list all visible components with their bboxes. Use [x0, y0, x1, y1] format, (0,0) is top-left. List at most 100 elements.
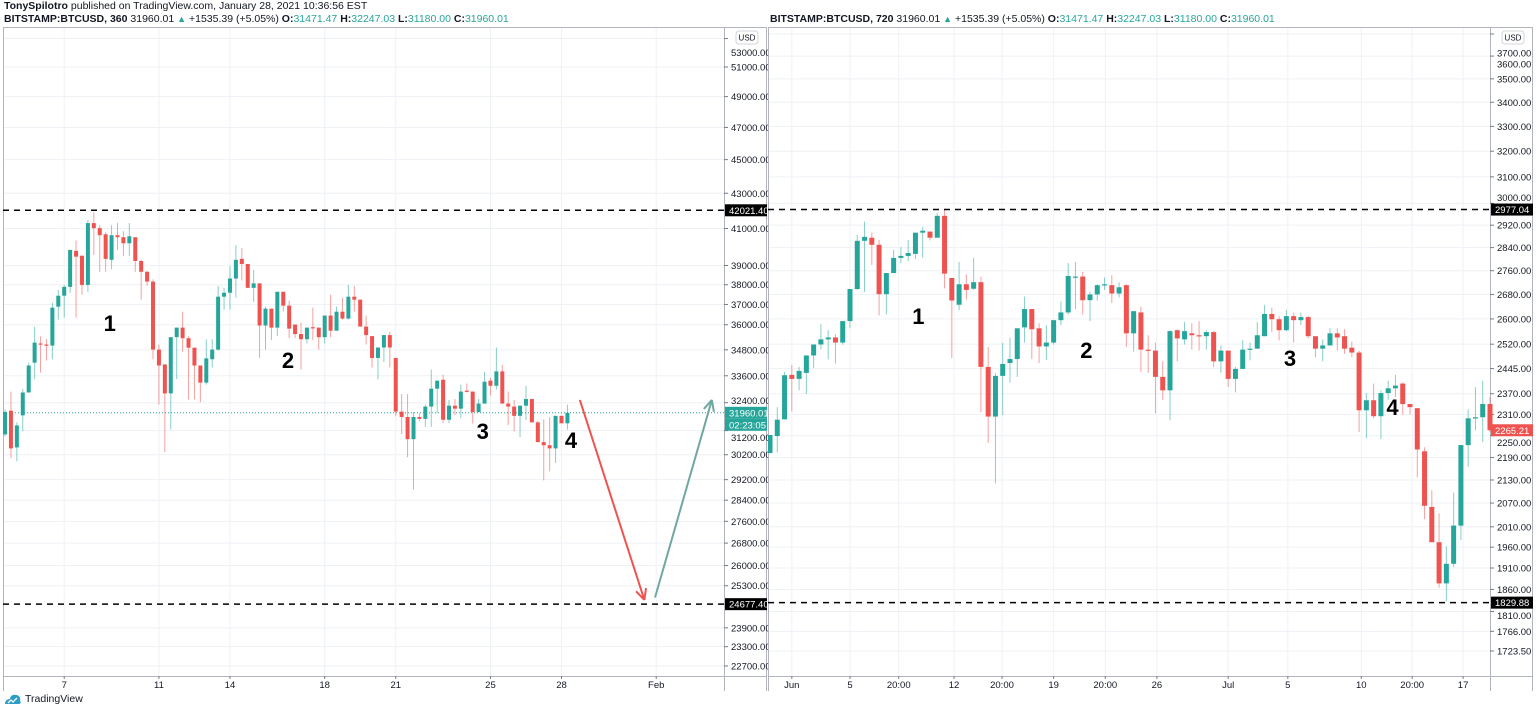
wave-annotation-label[interactable]: 2	[282, 348, 294, 373]
candle[interactable]	[927, 231, 933, 241]
candle[interactable]	[506, 391, 511, 425]
candle[interactable]	[768, 434, 773, 454]
candle[interactable]	[912, 232, 918, 260]
candle[interactable]	[1167, 330, 1173, 421]
candle[interactable]	[180, 311, 185, 352]
candle[interactable]	[876, 239, 882, 316]
candle[interactable]	[145, 270, 150, 286]
candle[interactable]	[541, 419, 546, 481]
candle[interactable]	[1225, 350, 1231, 387]
left-candlestick-chart[interactable]: 53000.00 51000.00 49000.00 47000.00 45000.00…	[0, 27, 768, 691]
candle[interactable]	[198, 365, 203, 403]
candle[interactable]	[162, 364, 167, 453]
candle[interactable]	[275, 291, 280, 337]
candle[interactable]	[44, 339, 49, 361]
candle[interactable]	[346, 284, 351, 320]
candle[interactable]	[1080, 271, 1086, 315]
candle[interactable]	[512, 399, 517, 432]
candle[interactable]	[832, 334, 838, 364]
candle[interactable]	[233, 245, 238, 298]
candle[interactable]	[1342, 329, 1348, 354]
candle[interactable]	[1407, 404, 1413, 415]
wave-annotation-label[interactable]: 2	[1080, 338, 1092, 363]
candle[interactable]	[210, 339, 215, 368]
candle[interactable]	[559, 415, 564, 424]
wave-annotation-label[interactable]: 1	[104, 311, 116, 336]
candle[interactable]	[862, 221, 868, 293]
candle[interactable]	[239, 248, 244, 281]
candle[interactable]	[898, 247, 904, 264]
candle[interactable]	[1007, 337, 1013, 383]
candle[interactable]	[942, 209, 948, 289]
symbol-label[interactable]: BITSTAMP:BTCUSD, 720	[770, 13, 894, 25]
candle[interactable]	[222, 287, 227, 310]
candle[interactable]	[156, 344, 161, 405]
candle[interactable]	[393, 357, 398, 417]
candle[interactable]	[192, 347, 197, 400]
candle[interactable]	[310, 307, 315, 341]
candle[interactable]	[281, 291, 286, 312]
candle[interactable]	[1371, 383, 1377, 419]
left-chart-panel[interactable]: 53000.00 51000.00 49000.00 47000.00 45000.00…	[0, 27, 768, 691]
candle[interactable]	[370, 336, 375, 368]
candle[interactable]	[1378, 390, 1384, 439]
candle[interactable]	[1240, 340, 1246, 369]
candle[interactable]	[1145, 335, 1151, 373]
candle[interactable]	[1269, 307, 1275, 333]
candle[interactable]	[287, 300, 292, 339]
candle[interactable]	[1218, 345, 1224, 373]
candle[interactable]	[316, 327, 321, 350]
candle[interactable]	[405, 394, 410, 458]
candle[interactable]	[1334, 328, 1340, 351]
candle[interactable]	[435, 380, 440, 414]
candle[interactable]	[269, 308, 274, 341]
candle[interactable]	[1254, 322, 1260, 349]
candle[interactable]	[186, 336, 191, 400]
candle[interactable]	[1480, 380, 1486, 443]
candle[interactable]	[458, 384, 463, 419]
candle[interactable]	[139, 259, 144, 300]
candle[interactable]	[115, 223, 120, 250]
currency-badge-bg[interactable]	[1501, 30, 1525, 45]
price-axis[interactable]: 53000.00 51000.00 49000.00 47000.00 45000.00…	[724, 38, 768, 673]
candle[interactable]	[535, 421, 540, 443]
candle[interactable]	[1232, 366, 1238, 393]
candle[interactable]	[1487, 397, 1493, 433]
candle[interactable]	[985, 347, 991, 443]
candle[interactable]	[1443, 546, 1449, 602]
candle[interactable]	[847, 289, 853, 329]
candle[interactable]	[174, 327, 179, 380]
candle[interactable]	[1014, 328, 1020, 377]
candle[interactable]	[441, 374, 446, 424]
candle[interactable]	[79, 255, 84, 295]
candle[interactable]	[811, 344, 817, 368]
candle[interactable]	[482, 371, 487, 404]
symbol-label[interactable]: BITSTAMP:BTCUSD, 360	[4, 13, 128, 25]
candle[interactable]	[803, 355, 809, 395]
candle[interactable]	[32, 326, 37, 380]
candle[interactable]	[1211, 331, 1217, 367]
candle[interactable]	[1174, 329, 1180, 362]
candle[interactable]	[387, 331, 392, 368]
candle[interactable]	[1087, 291, 1093, 322]
candle[interactable]	[97, 225, 102, 272]
down-arrow-drawing[interactable]	[578, 399, 648, 601]
candle[interactable]	[518, 405, 523, 438]
candle[interactable]	[121, 231, 126, 257]
candle[interactable]	[1320, 339, 1326, 362]
candle[interactable]	[971, 257, 977, 290]
candle[interactable]	[1422, 447, 1428, 520]
candle[interactable]	[1385, 380, 1391, 400]
candle[interactable]	[1036, 323, 1042, 363]
wave-annotation-label[interactable]: 1	[912, 304, 924, 329]
author-name[interactable]: TonySpilotro	[4, 0, 68, 12]
candle[interactable]	[56, 289, 61, 320]
candle[interactable]	[1363, 393, 1369, 439]
candle[interactable]	[1043, 325, 1049, 361]
candle[interactable]	[956, 261, 962, 310]
candle[interactable]	[151, 279, 156, 360]
wave-annotation-label[interactable]: 3	[477, 419, 489, 444]
candle[interactable]	[1392, 374, 1398, 398]
